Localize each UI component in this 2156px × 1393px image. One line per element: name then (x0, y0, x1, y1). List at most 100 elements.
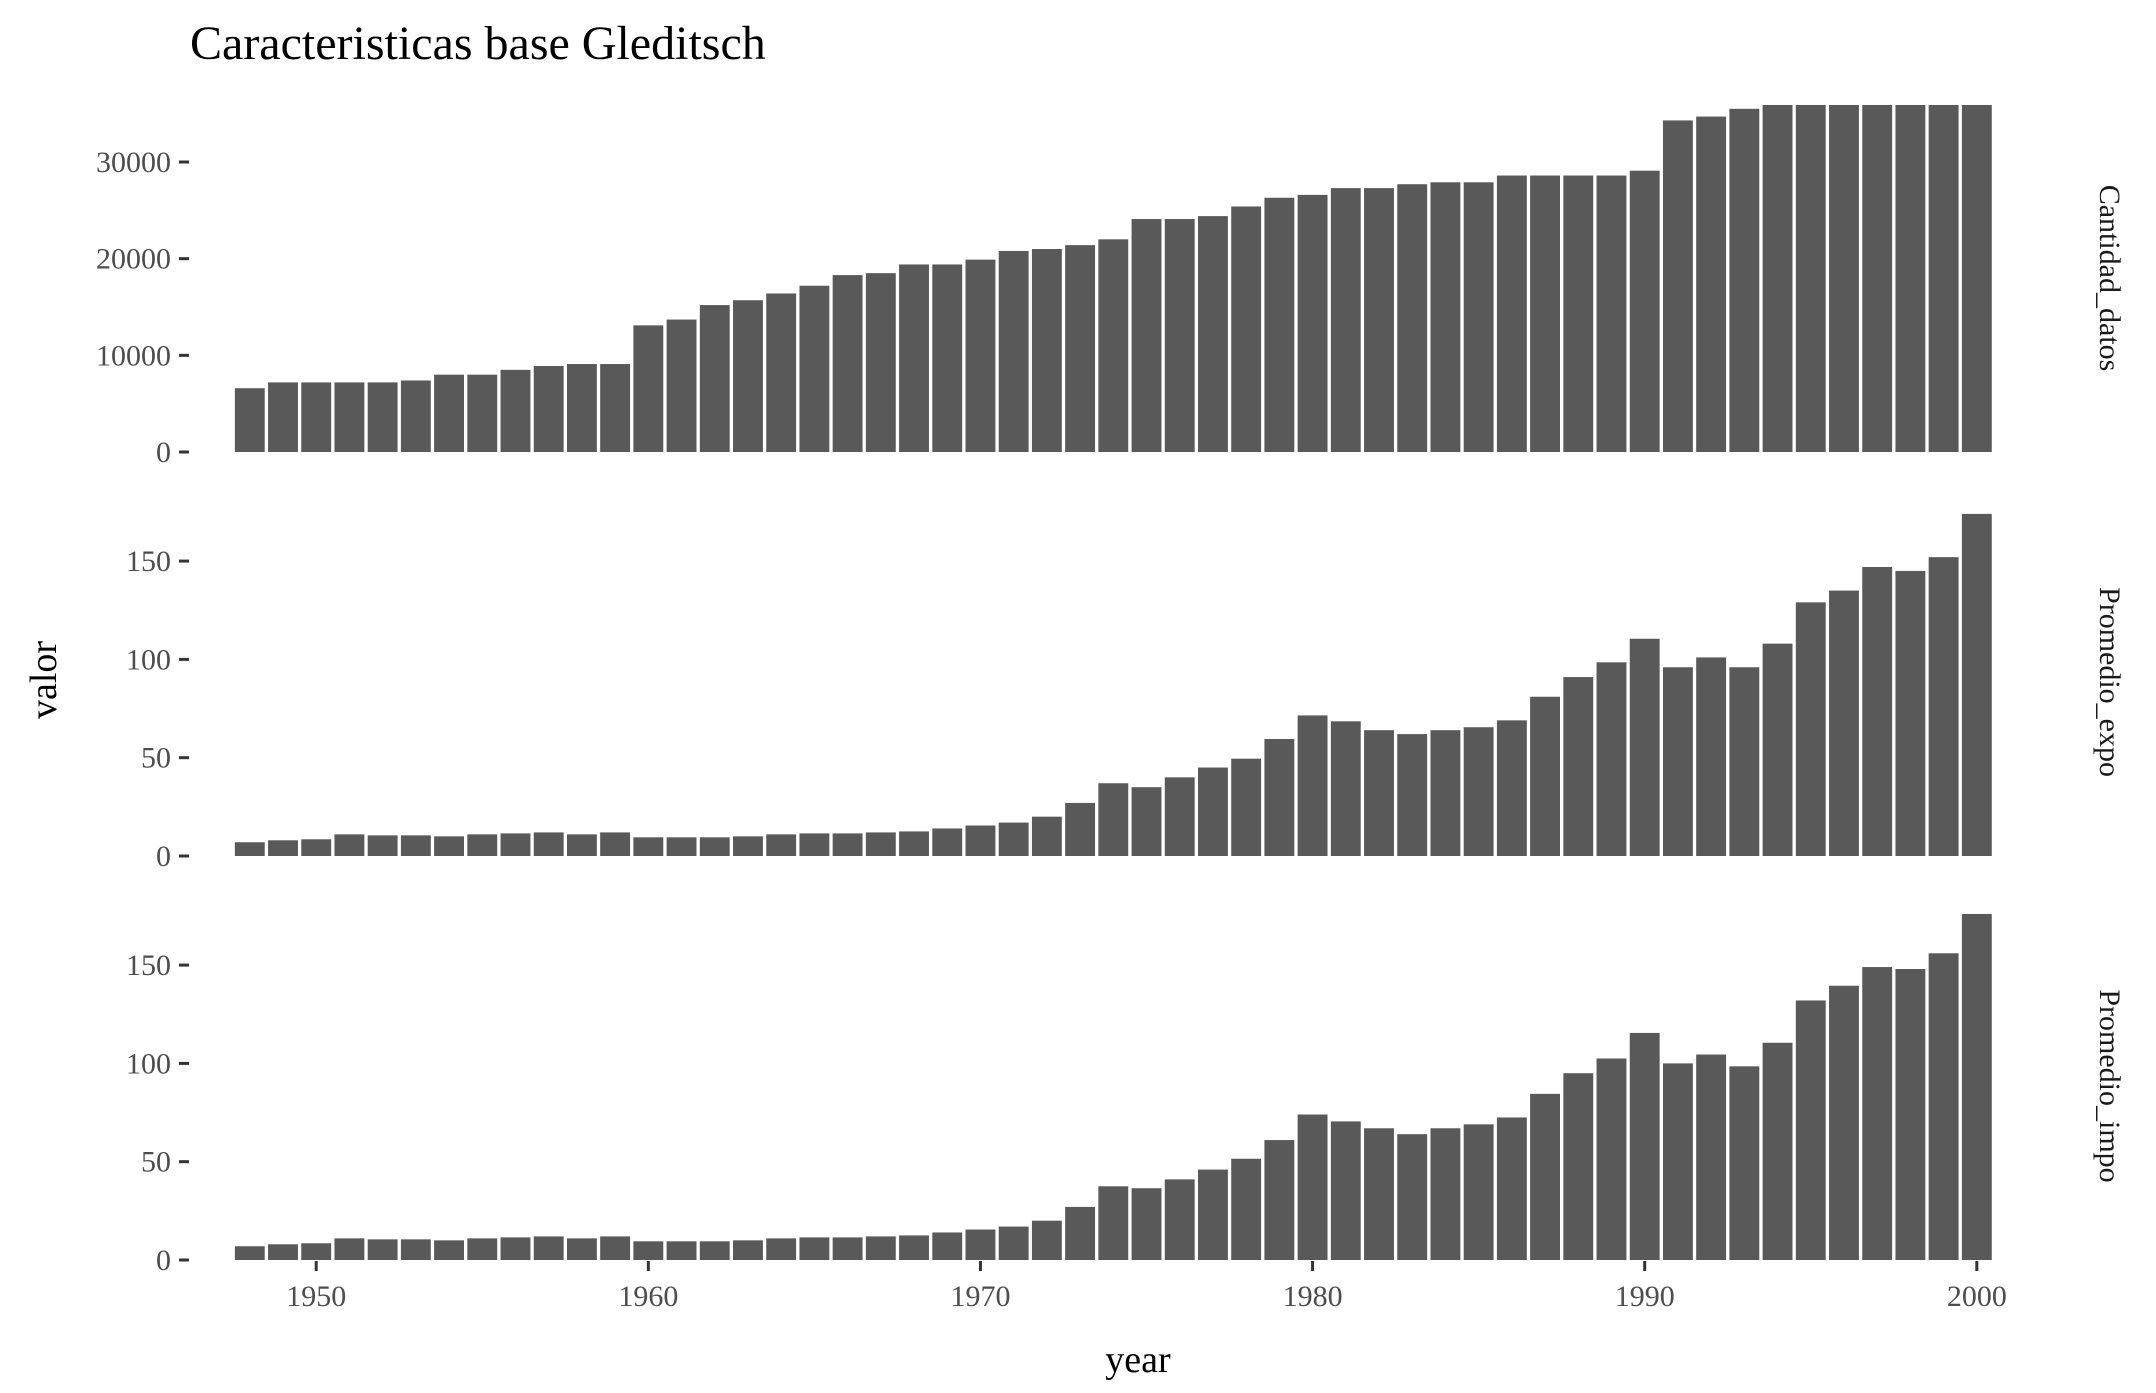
bar (832, 1237, 863, 1260)
bar (1762, 643, 1793, 856)
bar (268, 382, 298, 452)
bar (367, 1239, 398, 1260)
bar (766, 1238, 797, 1260)
x-tick-label: 2000 (1947, 1280, 2007, 1313)
bar (733, 836, 763, 856)
x-tick-label: 1950 (286, 1280, 346, 1313)
bar (865, 273, 896, 452)
bar (1065, 245, 1096, 452)
y-tick-label: 100 (126, 1047, 171, 1080)
bar (1430, 730, 1461, 856)
bar (832, 275, 863, 452)
bar (1463, 182, 1494, 453)
bar (899, 264, 929, 452)
bar (1131, 787, 1162, 856)
bar (1098, 239, 1129, 452)
bar (1231, 1158, 1262, 1260)
bar (1829, 590, 1859, 856)
bar (1795, 104, 1826, 452)
bar (467, 834, 498, 856)
x-axis: 1950 1960 1970 1980 1990 2000 (286, 1261, 2007, 1313)
bar (1065, 802, 1096, 856)
bar (600, 1236, 631, 1260)
x-tick-label: 1980 (1283, 1280, 1343, 1313)
x-axis-title: year (1105, 1339, 1171, 1381)
bar (500, 369, 531, 452)
bar (1496, 720, 1527, 856)
bar (666, 319, 697, 452)
bar (1762, 104, 1793, 452)
bar (1098, 1186, 1129, 1260)
bar (467, 374, 498, 452)
bar (1530, 175, 1561, 452)
bar (1596, 662, 1627, 856)
bar (1662, 120, 1693, 453)
bar (566, 834, 597, 856)
bar (1729, 108, 1760, 452)
panel-cantidad-datos: 0 10000 20000 30000 Cantidad_datos (96, 104, 2126, 469)
bar (1895, 969, 1926, 1260)
y-tick-label: 10000 (96, 339, 171, 372)
bar (1928, 557, 1959, 856)
bar (1330, 188, 1361, 452)
bar (899, 1235, 929, 1260)
bar (865, 832, 896, 856)
panel-promedio-impo: 0 50 100 150 Promedio_impo (126, 913, 2126, 1277)
bar (367, 835, 398, 856)
bar (1862, 566, 1893, 856)
bar (334, 382, 365, 452)
bar (1397, 1134, 1428, 1260)
bar (1098, 783, 1129, 856)
bar (434, 1240, 464, 1260)
bar (1895, 570, 1926, 856)
bar (1264, 1140, 1295, 1260)
bar (799, 285, 830, 452)
bar (1961, 104, 1992, 452)
bar (1563, 175, 1594, 452)
bar (234, 842, 265, 856)
bar (1530, 696, 1561, 856)
bar (1330, 1121, 1361, 1260)
bar (1596, 1058, 1627, 1260)
bar (1662, 667, 1693, 856)
bar (467, 1238, 498, 1260)
bar (633, 1241, 664, 1260)
bar (799, 833, 830, 856)
bar (1762, 1042, 1793, 1260)
y-tick-label: 0 (156, 840, 171, 873)
bar (1231, 758, 1262, 856)
bar (1131, 219, 1162, 452)
bar (1397, 734, 1428, 856)
bar (500, 1237, 531, 1260)
bar (1264, 739, 1295, 856)
bar (434, 374, 464, 452)
bar (1496, 175, 1527, 452)
bar (1928, 104, 1959, 452)
bar (1131, 1188, 1162, 1260)
x-tick-label: 1960 (618, 1280, 678, 1313)
bar (500, 833, 531, 856)
bar (899, 831, 929, 856)
bar (1164, 219, 1195, 452)
x-tick-label: 1990 (1615, 1280, 1675, 1313)
bar (799, 1237, 830, 1260)
y-tick-label: 30000 (96, 146, 171, 179)
bar (1862, 967, 1893, 1260)
bar (400, 380, 431, 452)
bar (998, 1226, 1029, 1260)
bar (832, 833, 863, 856)
bar (865, 1236, 896, 1260)
bar (1197, 767, 1228, 856)
bar (301, 382, 332, 452)
bar (699, 837, 730, 856)
bar (1297, 1114, 1328, 1260)
facet-panels: 0 10000 20000 30000 Cantidad_datos 0 50 100 150 P… (96, 104, 2126, 1277)
facet-strip-label: Cantidad_datos (2093, 185, 2126, 372)
facet-strip-label: Promedio_expo (2093, 587, 2126, 777)
bar (1031, 249, 1062, 452)
bar (1364, 730, 1394, 856)
bar (699, 1241, 730, 1260)
bar (1895, 104, 1926, 452)
bar (1629, 1032, 1660, 1260)
bar (998, 250, 1029, 452)
